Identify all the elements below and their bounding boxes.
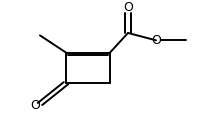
Text: O: O — [30, 99, 40, 112]
Text: O: O — [123, 1, 133, 14]
Text: O: O — [151, 34, 161, 47]
